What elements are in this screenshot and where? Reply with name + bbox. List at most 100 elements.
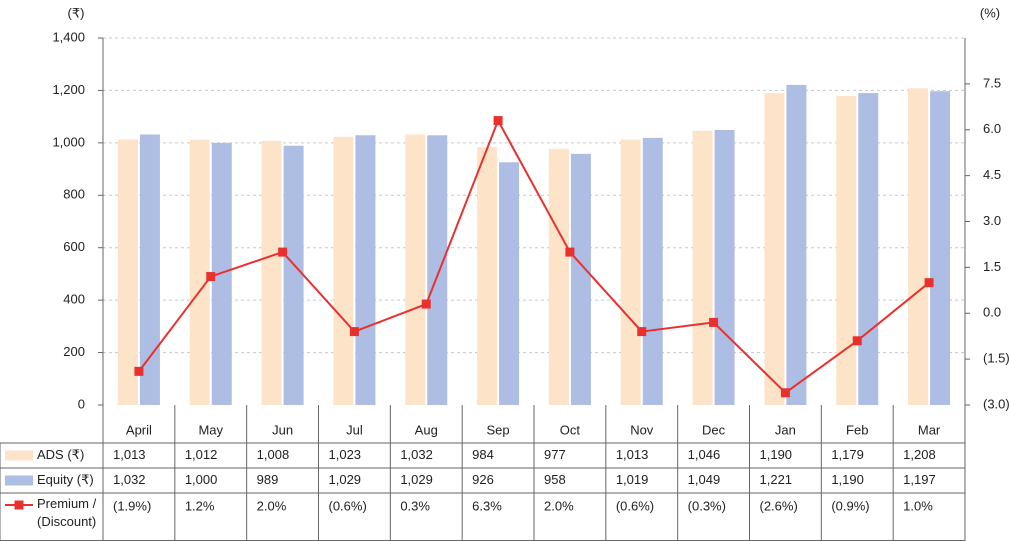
bar [570, 153, 591, 405]
y-tick-label: 800 [63, 187, 85, 202]
bar [333, 136, 354, 405]
y2-tick-label: (3.0) [983, 396, 1009, 411]
table-value: 1.0% [903, 498, 933, 513]
bar [786, 84, 807, 405]
x-tick-label: Feb [846, 422, 868, 437]
x-tick-label: Jan [775, 422, 796, 437]
table-value: (0.3%) [688, 498, 726, 513]
y2-axis-label: (%) [980, 5, 1000, 20]
x-tick-label: Nov [630, 422, 654, 437]
table-value: 0.3% [400, 498, 430, 513]
x-tick-label: May [198, 422, 223, 437]
bar [261, 140, 282, 405]
y-tick-label: 400 [63, 292, 85, 307]
y2-tick-label: 3.0 [983, 213, 1001, 228]
line-marker [134, 366, 144, 376]
table-value: 1,179 [831, 447, 864, 462]
line-marker [637, 327, 647, 337]
table-value: 1,032 [113, 472, 146, 487]
line-marker [421, 299, 431, 309]
table-value: 989 [257, 472, 279, 487]
bar [211, 142, 232, 405]
table-value: 1,012 [185, 447, 218, 462]
bar [714, 130, 735, 405]
table-value: 1,029 [400, 472, 433, 487]
bar [930, 91, 951, 405]
bar [836, 95, 857, 406]
bar [764, 93, 785, 406]
table-value: 1,023 [329, 447, 362, 462]
y2-tick-label: 7.5 [983, 75, 1001, 90]
table-value: 1,221 [760, 472, 793, 487]
legend-swatch [5, 475, 33, 486]
table-value: 1,046 [688, 447, 721, 462]
table-value: 1,032 [400, 447, 433, 462]
legend-label: ADS (₹) [37, 447, 84, 462]
bar [477, 147, 498, 405]
table-value: (0.6%) [616, 498, 654, 513]
table-value: 1,008 [257, 447, 290, 462]
line-marker [565, 247, 575, 257]
line-marker [278, 247, 288, 257]
bar [908, 88, 929, 406]
table-value: 1,190 [760, 447, 793, 462]
legend-swatch [14, 500, 24, 510]
line-marker [206, 272, 216, 282]
y-axis-label: (₹) [68, 5, 85, 20]
table-value: (2.6%) [760, 498, 798, 513]
legend-label: Premium / (Discount) [37, 496, 97, 529]
y2-tick-label: (1.5) [983, 351, 1009, 366]
bar [139, 134, 160, 405]
x-tick-label: Sep [487, 422, 510, 437]
table-value: 926 [472, 472, 494, 487]
bar [355, 135, 376, 405]
bar [117, 139, 138, 405]
table-value: 1,019 [616, 472, 649, 487]
bar [692, 130, 713, 405]
table-value: 984 [472, 447, 494, 462]
y-tick-label: 600 [63, 239, 85, 254]
table-value: (1.9%) [113, 498, 151, 513]
table-value: 2.0% [257, 498, 287, 513]
bar [548, 148, 569, 406]
table-value: 1,029 [329, 472, 362, 487]
bar [858, 93, 879, 406]
y-tick-label: 1,400 [52, 29, 85, 44]
table-value: 1,013 [113, 447, 146, 462]
bar [405, 134, 426, 405]
table-value: 2.0% [544, 498, 574, 513]
y2-tick-label: 0.0 [983, 305, 1001, 320]
y2-tick-label: 6.0 [983, 121, 1001, 136]
line-marker [349, 327, 359, 337]
bar [642, 137, 663, 405]
table-value: 1,013 [616, 447, 649, 462]
line-marker [852, 336, 862, 346]
legend-label: Equity (₹) [37, 472, 94, 487]
bar [189, 139, 210, 405]
table-value: 1,197 [903, 472, 936, 487]
table-value: (0.9%) [831, 498, 869, 513]
legend-swatch [5, 450, 33, 461]
table-value: 958 [544, 472, 566, 487]
bar [620, 139, 641, 405]
table-value: 977 [544, 447, 566, 462]
y-tick-label: 200 [63, 344, 85, 359]
line [138, 118, 930, 395]
bar [427, 135, 448, 405]
x-tick-label: April [126, 422, 152, 437]
line-marker [924, 278, 934, 288]
line-marker [493, 116, 503, 126]
table-value: 6.3% [472, 498, 502, 513]
y-tick-label: 0 [78, 396, 85, 411]
bar [283, 145, 304, 405]
line-marker [780, 388, 790, 398]
x-tick-label: Jun [272, 422, 293, 437]
table-value: 1,190 [831, 472, 864, 487]
y2-tick-label: 1.5 [983, 259, 1001, 274]
table-value: 1,049 [688, 472, 721, 487]
table-value: 1.2% [185, 498, 215, 513]
x-tick-label: Aug [415, 422, 438, 437]
table-value: 1,208 [903, 447, 936, 462]
table-value: (0.6%) [329, 498, 367, 513]
